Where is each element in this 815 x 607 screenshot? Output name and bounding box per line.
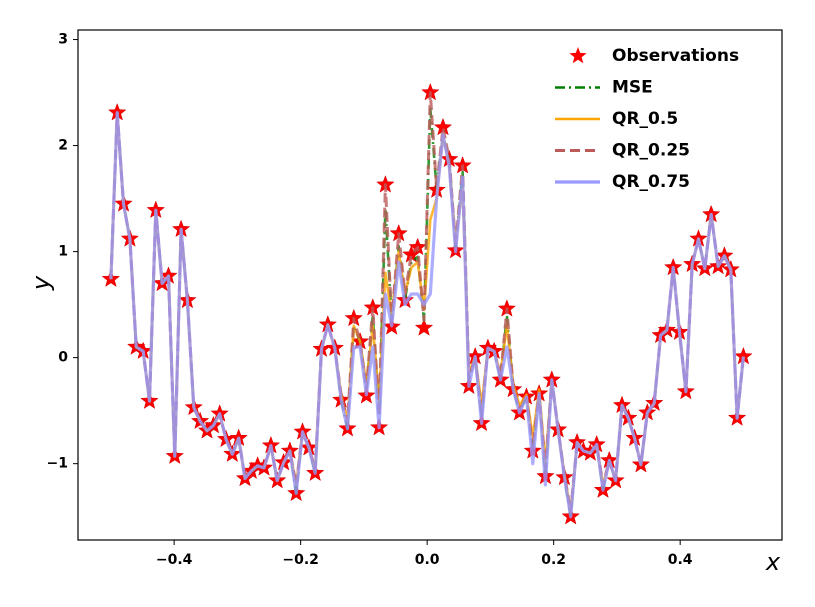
y-tick-label: 1 — [58, 244, 68, 260]
x-tick-label: 0.4 — [668, 552, 693, 568]
legend-label: QR_0.5 — [612, 109, 678, 129]
line — [109, 111, 745, 519]
legend-label: QR_0.75 — [612, 172, 690, 192]
legend-label: QR_0.25 — [612, 141, 690, 161]
legend-label: Observations — [612, 46, 739, 66]
legend-marker — [569, 47, 587, 64]
x-tick-label: 0.2 — [541, 552, 566, 568]
y-tick-label: −1 — [47, 456, 68, 472]
y-tick-label: 3 — [58, 32, 68, 48]
y-tick-label: 0 — [58, 350, 68, 366]
y-tick-label: 2 — [58, 138, 68, 154]
x-axis-label: x — [765, 548, 781, 576]
x-tick-label: −0.4 — [156, 552, 193, 568]
observation-star — [414, 318, 434, 336]
plot-frame — [77, 29, 783, 541]
y-axis-label: y — [27, 275, 55, 291]
legend-label: MSE — [612, 78, 653, 98]
x-tick-label: 0.0 — [415, 552, 440, 568]
x-tick-label: −0.2 — [282, 552, 319, 568]
